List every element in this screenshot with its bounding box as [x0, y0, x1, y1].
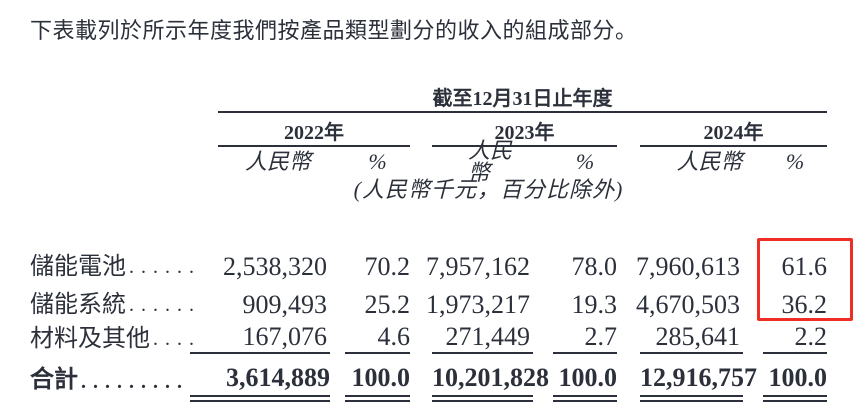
percent-header-2022: % [368, 149, 387, 174]
total-row-label: 合計......... [30, 354, 190, 402]
cell-2023-rmb-materials: 271,449 [432, 324, 533, 354]
cell-2022-pct-materials: 4.6 [345, 324, 410, 354]
period-header-cell: 截至12月31日止年度 [190, 85, 827, 113]
total-label-text: 合計 [30, 367, 78, 393]
cell-2023-rmb-systems: 1,973,217 [426, 290, 530, 319]
dot-leader: ......... [81, 371, 189, 393]
total-2023-rmb: 10,201,828 [432, 365, 549, 402]
row-label-text: 材料及其他 [30, 326, 150, 352]
year-header-2023-cell: 2023年 [432, 113, 617, 147]
dot-leader: ...... [129, 294, 201, 316]
total-2024-rmb: 12,916,757 [640, 365, 757, 402]
currency-header-2023: 人民幣 [468, 138, 513, 185]
total-2022-rmb-cell: 3,614,889 [190, 354, 330, 402]
cell-2024-pct-batteries: 61.6 [781, 252, 828, 281]
row-label-batteries: 儲能電池...... [30, 248, 194, 286]
total-2024-rmb-cell: 12,916,757 [640, 354, 757, 402]
row-label-text: 儲能電池 [30, 254, 126, 280]
cell-2022-rmb-batteries: 2,538,320 [223, 252, 327, 281]
total-2024-pct: 100.0 [763, 365, 827, 402]
cell-2022-pct-batteries: 70.2 [364, 252, 411, 281]
row-label-text: 儲能系統 [30, 292, 126, 318]
year-header-2024-cell: 2024年 [640, 113, 827, 147]
cell-2022-rmb-materials: 167,076 [190, 324, 330, 354]
total-2022-pct-cell: 100.0 [345, 354, 410, 402]
currency-header-2022: 人民幣 [244, 149, 311, 174]
cell-2024-rmb-systems: 4,670,503 [636, 290, 740, 319]
cell-2023-pct-systems: 19.3 [571, 290, 618, 319]
cell-2023-pct-materials: 2.7 [553, 324, 617, 354]
currency-header-2024: 人民幣 [676, 149, 743, 174]
period-header: 截至12月31日止年度 [218, 89, 827, 113]
cell-2024-rmb-batteries: 7,960,613 [636, 252, 740, 281]
dot-leader: .... [153, 328, 201, 350]
revenue-by-product-table: 截至12月31日止年度 2022年 2023年 2024年 人民幣 % 人民幣 … [30, 85, 827, 402]
cell-2024-pct-materials: 2.2 [763, 324, 827, 354]
percent-header-2024: % [785, 149, 805, 174]
row-label-materials: 材料及其他.... [30, 324, 194, 354]
total-2023-pct: 100.0 [553, 365, 617, 402]
highlight-box-2024-percentages [757, 238, 853, 321]
total-2023-pct-cell: 100.0 [553, 354, 617, 402]
cell-2023-pct-batteries: 78.0 [571, 252, 618, 281]
cell-2022-rmb-systems: 909,493 [242, 290, 328, 319]
cell-2024-pct-systems: 36.2 [781, 290, 828, 319]
total-2023-rmb-cell: 10,201,828 [432, 354, 549, 402]
unit-note: (人民幣千元，百分比除外) [353, 177, 624, 202]
total-2024-pct-cell: 100.0 [763, 354, 827, 402]
cell-2022-pct-systems: 25.2 [364, 290, 411, 319]
year-header-2022-cell: 2022年 [190, 113, 410, 147]
dot-leader: ...... [129, 256, 201, 278]
total-2022-pct: 100.0 [345, 365, 410, 402]
year-header-2022: 2022年 [218, 123, 410, 147]
year-header-2023: 2023年 [432, 123, 617, 147]
year-header-2024: 2024年 [640, 123, 827, 147]
intro-text: 下表載列於所示年度我們按產品類型劃分的收入的組成部分。 [30, 18, 638, 43]
cell-2023-rmb-batteries: 7,957,162 [426, 252, 530, 281]
row-label-systems: 儲能系統...... [30, 286, 194, 324]
percent-header-2023: % [575, 149, 595, 174]
total-2022-rmb: 3,614,889 [190, 365, 330, 402]
cell-2024-rmb-materials: 285,641 [640, 324, 743, 354]
